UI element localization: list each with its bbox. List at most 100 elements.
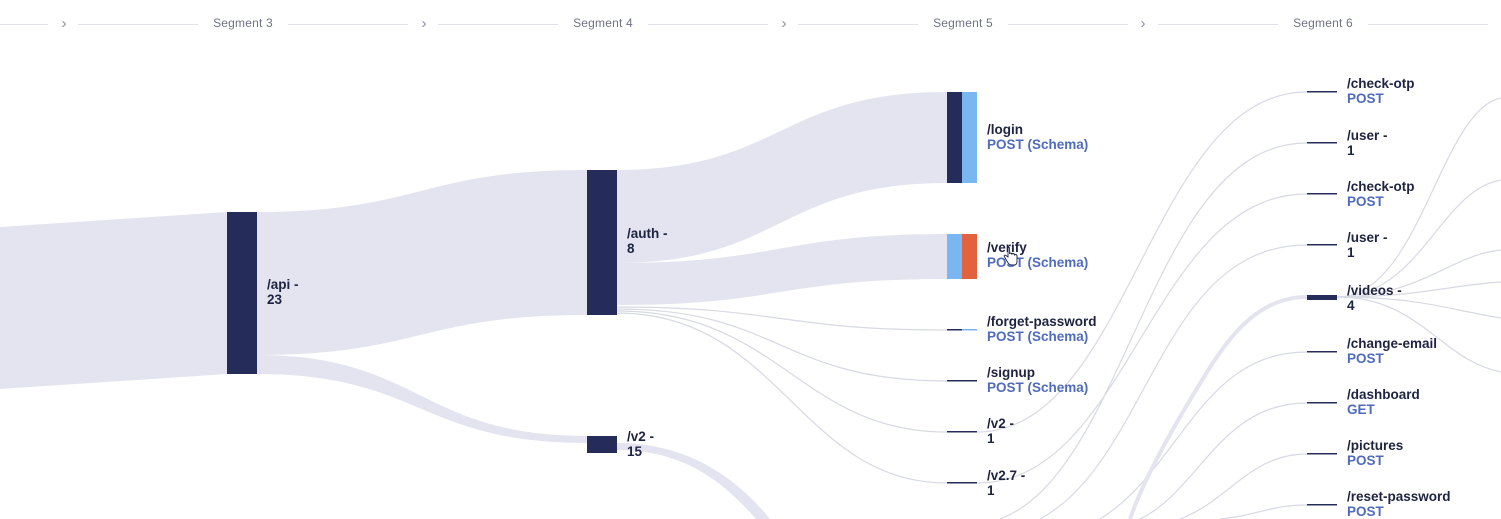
node-name: /api - bbox=[267, 277, 299, 292]
node-login-accent[interactable] bbox=[962, 92, 977, 183]
node-label-forget-password: /forget-password POST (Schema) bbox=[987, 314, 1097, 344]
node-verify-accent[interactable] bbox=[947, 234, 962, 279]
node-verify-error[interactable] bbox=[962, 234, 977, 279]
node-label-pictures: /pictures POST bbox=[1347, 438, 1403, 468]
flow-link[interactable] bbox=[616, 310, 948, 433]
header-divider bbox=[288, 24, 408, 25]
node-signup[interactable] bbox=[947, 380, 977, 382]
node-label-v27: /v2.7 -1 bbox=[987, 468, 1025, 498]
flow-link[interactable] bbox=[617, 92, 947, 263]
node-user-2[interactable] bbox=[1307, 244, 1337, 246]
node-method: POST (Schema) bbox=[987, 329, 1089, 344]
node-name: /forget-password bbox=[987, 314, 1097, 329]
node-label-v2: /v2 -15 bbox=[627, 429, 654, 459]
node-api[interactable] bbox=[227, 212, 257, 374]
node-method: POST (Schema) bbox=[987, 137, 1089, 152]
header-divider bbox=[0, 24, 48, 25]
node-user-1[interactable] bbox=[1307, 142, 1337, 144]
segment-6-label[interactable]: Segment 6 bbox=[1293, 16, 1353, 30]
flow-link[interactable] bbox=[0, 212, 227, 389]
node-forget-password-accent[interactable] bbox=[962, 329, 977, 331]
flow-link[interactable] bbox=[616, 306, 948, 331]
node-name: /signup bbox=[987, 365, 1035, 380]
node-count: 15 bbox=[627, 444, 643, 459]
node-count: 1 bbox=[1347, 143, 1355, 158]
node-method: POST bbox=[1347, 194, 1384, 209]
flow-link[interactable] bbox=[1336, 97, 1501, 298]
node-check-otp-2[interactable] bbox=[1307, 193, 1337, 195]
header-divider bbox=[1008, 24, 1128, 25]
header-divider bbox=[1158, 24, 1278, 25]
node-name: /videos - bbox=[1347, 283, 1402, 298]
node-label-dashboard: /dashboard GET bbox=[1347, 387, 1420, 417]
header-divider bbox=[1368, 24, 1488, 25]
node-v2[interactable] bbox=[587, 436, 617, 453]
chevron-right-icon[interactable]: › bbox=[421, 15, 427, 32]
node-label-change-email: /change-email POST bbox=[1347, 336, 1437, 366]
header-divider bbox=[78, 24, 198, 25]
node-pictures[interactable] bbox=[1307, 453, 1337, 455]
node-label-api: /api -23 bbox=[267, 277, 299, 307]
flow-link[interactable] bbox=[1336, 296, 1501, 373]
segment-3-label[interactable]: Segment 3 bbox=[213, 16, 273, 30]
node-name: /check-otp bbox=[1347, 179, 1415, 194]
flow-link[interactable] bbox=[1219, 504, 1308, 519]
chevron-right-icon[interactable]: › bbox=[1140, 15, 1146, 32]
node-v2-seg5[interactable] bbox=[947, 431, 977, 433]
chevron-right-icon[interactable]: › bbox=[781, 15, 787, 32]
hand-cursor-icon bbox=[1003, 247, 1018, 266]
node-check-otp-1[interactable] bbox=[1307, 91, 1337, 93]
node-method: POST bbox=[1347, 504, 1384, 519]
flow-link[interactable] bbox=[616, 308, 948, 382]
flow-link[interactable] bbox=[617, 234, 947, 305]
node-videos[interactable] bbox=[1307, 295, 1337, 300]
node-change-email[interactable] bbox=[1307, 351, 1337, 353]
flow-link[interactable] bbox=[1099, 351, 1308, 519]
flow-link[interactable] bbox=[257, 170, 587, 355]
flow-link[interactable] bbox=[1336, 296, 1501, 319]
node-count: 4 bbox=[1347, 298, 1355, 313]
flow-link[interactable] bbox=[617, 443, 770, 519]
node-method: POST bbox=[1347, 91, 1384, 106]
node-count: 23 bbox=[267, 292, 283, 307]
header-divider bbox=[798, 24, 918, 25]
node-auth[interactable] bbox=[587, 170, 617, 315]
node-dashboard[interactable] bbox=[1307, 402, 1337, 404]
node-name: /reset-password bbox=[1347, 489, 1451, 504]
node-name: /user - bbox=[1347, 230, 1388, 245]
node-label-check-otp: /check-otp POST bbox=[1347, 76, 1415, 106]
node-name: /v2.7 - bbox=[987, 468, 1026, 483]
node-login-dark[interactable] bbox=[947, 92, 962, 183]
flow-link[interactable] bbox=[1336, 249, 1501, 298]
node-v27[interactable] bbox=[947, 482, 977, 484]
node-count: 8 bbox=[627, 241, 635, 256]
node-label-login: /login POST (Schema) bbox=[987, 122, 1088, 152]
segment-4-label[interactable]: Segment 4 bbox=[573, 16, 633, 30]
node-label-user: /user -1 bbox=[1347, 128, 1388, 158]
segment-5-label[interactable]: Segment 5 bbox=[933, 16, 993, 30]
flow-link[interactable] bbox=[616, 312, 948, 484]
node-label-check-otp: /check-otp POST bbox=[1347, 179, 1415, 209]
node-name: /check-otp bbox=[1347, 76, 1415, 91]
node-forget-password[interactable] bbox=[947, 329, 962, 331]
node-name: /v2 - bbox=[987, 416, 1015, 431]
node-name: /user - bbox=[1347, 128, 1388, 143]
flow-link[interactable] bbox=[1139, 402, 1308, 519]
flow-link[interactable] bbox=[1336, 281, 1501, 298]
flow-link[interactable] bbox=[999, 142, 1308, 519]
flow-link[interactable] bbox=[1128, 295, 1308, 519]
flow-link[interactable] bbox=[1336, 179, 1501, 298]
flow-link[interactable] bbox=[976, 193, 1308, 484]
flow-link[interactable] bbox=[1179, 453, 1308, 519]
flow-link[interactable] bbox=[1039, 244, 1308, 519]
node-method: POST (Schema) bbox=[987, 380, 1089, 395]
node-method: POST bbox=[1347, 453, 1384, 468]
node-label-auth: /auth -8 bbox=[627, 226, 668, 256]
chevron-right-icon[interactable]: › bbox=[61, 15, 67, 32]
flow-link[interactable] bbox=[976, 91, 1308, 433]
flow-link[interactable] bbox=[257, 355, 587, 443]
node-reset-password[interactable] bbox=[1307, 504, 1337, 506]
node-label-v2-seg5: /v2 -1 bbox=[987, 416, 1014, 446]
node-name: /pictures bbox=[1347, 438, 1404, 453]
